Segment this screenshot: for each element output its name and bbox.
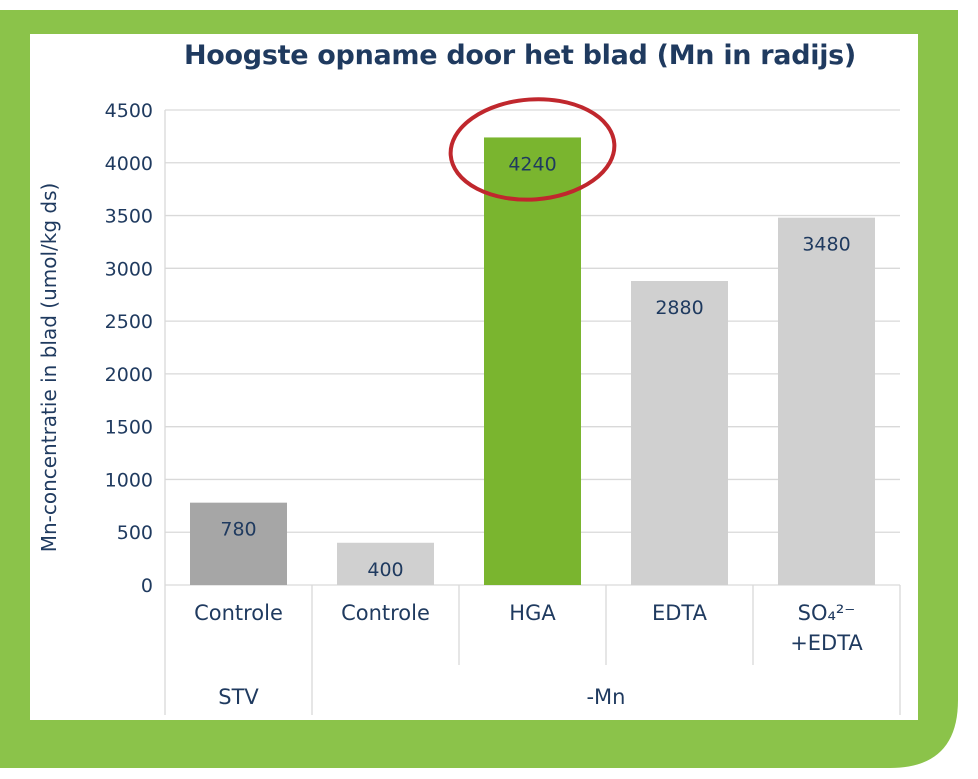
x-tick-label: SO₄²⁻ xyxy=(798,601,856,625)
bar-value-label: 780 xyxy=(220,519,256,541)
highlight-ellipse xyxy=(448,97,617,202)
bar xyxy=(484,137,581,585)
bar-value-label: 2880 xyxy=(655,297,703,319)
y-tick-label: 0 xyxy=(141,575,153,597)
y-axis-label: Mn-concentratie in blad (umol/kg ds) xyxy=(37,183,61,553)
y-tick-label: 1500 xyxy=(105,417,153,439)
y-tick-label: 3000 xyxy=(105,258,153,280)
y-tick-label: 4000 xyxy=(105,153,153,175)
group-label: -Mn xyxy=(586,685,625,709)
x-tick-label: HGA xyxy=(509,601,556,625)
x-tick-label: +EDTA xyxy=(790,631,863,655)
y-tick-label: 2000 xyxy=(105,364,153,386)
bar xyxy=(190,502,287,585)
y-tick-label: 3500 xyxy=(105,206,153,228)
y-tick-label: 2500 xyxy=(105,311,153,333)
group-label: STV xyxy=(218,685,259,709)
bar-value-label: 3480 xyxy=(802,234,850,256)
x-tick-label: Controle xyxy=(194,601,283,625)
bar xyxy=(337,542,434,585)
bar-value-label: 4240 xyxy=(508,153,556,175)
bar xyxy=(631,281,728,585)
y-tick-label: 4500 xyxy=(105,100,153,122)
bar xyxy=(778,217,875,585)
chart-panel xyxy=(30,34,918,720)
bar-value-label: 400 xyxy=(367,559,403,581)
chart-title: Hoogste opname door het blad (Mn in radi… xyxy=(184,40,856,71)
y-tick-label: 1000 xyxy=(105,469,153,491)
x-tick-label: EDTA xyxy=(652,601,708,625)
x-tick-label: Controle xyxy=(341,601,430,625)
y-tick-label: 500 xyxy=(117,522,153,544)
